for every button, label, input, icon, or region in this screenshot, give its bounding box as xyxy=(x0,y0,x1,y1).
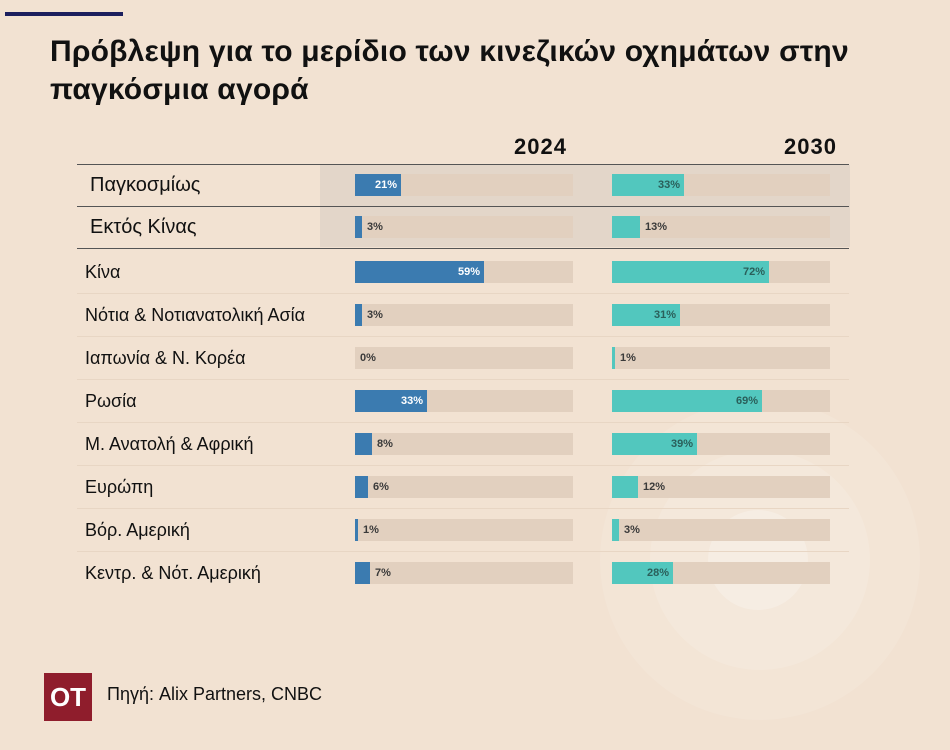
bar-2024 xyxy=(355,216,362,238)
bar-2030 xyxy=(612,562,673,584)
bar-track-2024: 21% xyxy=(355,174,573,196)
bar-2030 xyxy=(612,174,684,196)
data-label-2024: 7% xyxy=(375,567,391,579)
bar-track-2030: 31% xyxy=(612,304,830,326)
data-label-2030: 69% xyxy=(735,395,758,407)
category-label: Εκτός Κίνας xyxy=(90,216,197,238)
row-separator xyxy=(77,293,849,294)
bar-2030 xyxy=(612,476,638,498)
column-header-2030: 2030 xyxy=(784,134,837,159)
bar-track-2030: 13% xyxy=(612,216,830,238)
bar-2030 xyxy=(612,304,680,326)
data-label-2030: 31% xyxy=(653,309,676,321)
bar-track-2030: 1% xyxy=(612,347,830,369)
data-label-2024: 59% xyxy=(457,266,480,278)
row-separator xyxy=(77,336,849,337)
bar-track-2030: 39% xyxy=(612,433,830,455)
data-label-2030: 13% xyxy=(645,221,668,233)
row-separator xyxy=(77,508,849,509)
column-header-2024: 2024 xyxy=(514,134,567,159)
chart-title: Πρόβλεψη για το μερίδιο των κινεζικών οχ… xyxy=(50,35,849,106)
category-label: Ρωσία xyxy=(85,391,137,411)
bar-2024 xyxy=(355,562,370,584)
row-separator xyxy=(77,379,849,380)
source-note: Πηγή: Alix Partners, CNBC xyxy=(107,684,323,704)
bar-track-2024: 7% xyxy=(355,562,573,584)
bar-track-2030: 3% xyxy=(612,519,830,541)
row-separator xyxy=(77,422,849,423)
row-separator xyxy=(77,465,849,466)
data-label-2030: 33% xyxy=(657,179,680,191)
data-label-2030: 3% xyxy=(624,524,640,536)
bar-track-2024: 1% xyxy=(355,519,573,541)
bar-2024 xyxy=(355,476,368,498)
table-rule-middle xyxy=(77,206,849,207)
bar-2024 xyxy=(355,304,362,326)
bar-track-2030: 69% xyxy=(612,390,830,412)
category-label: Μ. Ανατολή & Αφρική xyxy=(85,434,254,454)
row-separator xyxy=(77,551,849,552)
data-label-2030: 39% xyxy=(670,438,693,450)
category-label: Κίνα xyxy=(85,262,121,282)
category-label: Βόρ. Αμερική xyxy=(85,520,190,540)
bar-track-2024: 6% xyxy=(355,476,573,498)
category-label: Παγκοσμίως xyxy=(90,174,201,196)
bar-track-2030: 12% xyxy=(612,476,830,498)
data-label-2024: 21% xyxy=(374,179,397,191)
table-rule-top xyxy=(77,164,849,165)
category-label: Ιαπωνία & Ν. Κορέα xyxy=(85,348,246,368)
data-label-2030: 28% xyxy=(646,567,669,579)
bar-track-2024: 0% xyxy=(355,347,573,369)
bar-2030 xyxy=(612,433,697,455)
data-label-2024: 3% xyxy=(367,309,383,321)
bar-2024 xyxy=(355,433,372,455)
bar-track-2024: 33% xyxy=(355,390,573,412)
bar-track-2030: 72% xyxy=(612,261,830,283)
data-label-2024: 0% xyxy=(360,352,376,364)
bar-track-2024: 8% xyxy=(355,433,573,455)
category-label: Νότια & Νοτιανατολική Ασία xyxy=(85,305,306,325)
data-label-2030: 1% xyxy=(620,352,636,364)
bar-2030 xyxy=(612,519,619,541)
bar-2030 xyxy=(612,390,762,412)
bar-2024 xyxy=(355,174,401,196)
bar-2024 xyxy=(355,390,427,412)
data-label-2030: 12% xyxy=(643,481,666,493)
data-label-2024: 6% xyxy=(373,481,389,493)
bar-track-2024: 59% xyxy=(355,261,573,283)
category-label: Ευρώπη xyxy=(85,477,154,497)
bar-track-2030: 33% xyxy=(612,174,830,196)
data-label-2024: 3% xyxy=(367,221,383,233)
category-label: Κεντρ. & Νότ. Αμερική xyxy=(85,563,261,583)
bar-2030 xyxy=(612,261,769,283)
bar-2024 xyxy=(355,261,484,283)
bar-track-2030: 28% xyxy=(612,562,830,584)
bar-2024 xyxy=(355,519,358,541)
table-rule-bottom xyxy=(77,248,849,249)
bar-2030 xyxy=(612,347,615,369)
ot-logo: OT xyxy=(44,673,92,721)
bar-2030 xyxy=(612,216,640,238)
top-accent-rule xyxy=(5,12,123,16)
data-label-2024: 1% xyxy=(363,524,379,536)
bar-track-2024: 3% xyxy=(355,216,573,238)
data-label-2030: 72% xyxy=(742,266,765,278)
bar-track-2024: 3% xyxy=(355,304,573,326)
data-label-2024: 33% xyxy=(400,395,423,407)
data-label-2024: 8% xyxy=(377,438,393,450)
